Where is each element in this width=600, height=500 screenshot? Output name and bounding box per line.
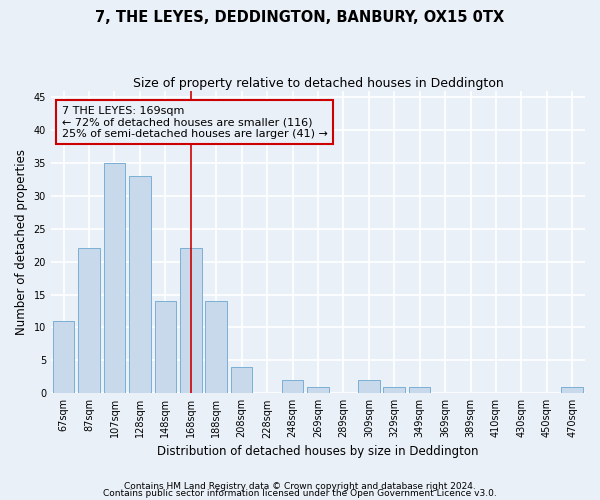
Bar bbox=[129, 176, 151, 394]
Text: Contains public sector information licensed under the Open Government Licence v3: Contains public sector information licen… bbox=[103, 490, 497, 498]
Bar bbox=[409, 386, 430, 394]
Bar bbox=[180, 248, 202, 394]
Bar bbox=[78, 248, 100, 394]
X-axis label: Distribution of detached houses by size in Deddington: Distribution of detached houses by size … bbox=[157, 444, 479, 458]
Bar bbox=[104, 163, 125, 394]
Bar bbox=[53, 321, 74, 394]
Bar bbox=[358, 380, 380, 394]
Bar bbox=[383, 386, 405, 394]
Bar bbox=[205, 301, 227, 394]
Text: 7 THE LEYES: 169sqm
← 72% of detached houses are smaller (116)
25% of semi-detac: 7 THE LEYES: 169sqm ← 72% of detached ho… bbox=[62, 106, 328, 139]
Text: Contains HM Land Registry data © Crown copyright and database right 2024.: Contains HM Land Registry data © Crown c… bbox=[124, 482, 476, 491]
Bar bbox=[282, 380, 304, 394]
Bar bbox=[155, 301, 176, 394]
Y-axis label: Number of detached properties: Number of detached properties bbox=[15, 149, 28, 335]
Bar bbox=[231, 367, 253, 394]
Title: Size of property relative to detached houses in Deddington: Size of property relative to detached ho… bbox=[133, 78, 503, 90]
Bar bbox=[307, 386, 329, 394]
Text: 7, THE LEYES, DEDDINGTON, BANBURY, OX15 0TX: 7, THE LEYES, DEDDINGTON, BANBURY, OX15 … bbox=[95, 10, 505, 25]
Bar bbox=[562, 386, 583, 394]
